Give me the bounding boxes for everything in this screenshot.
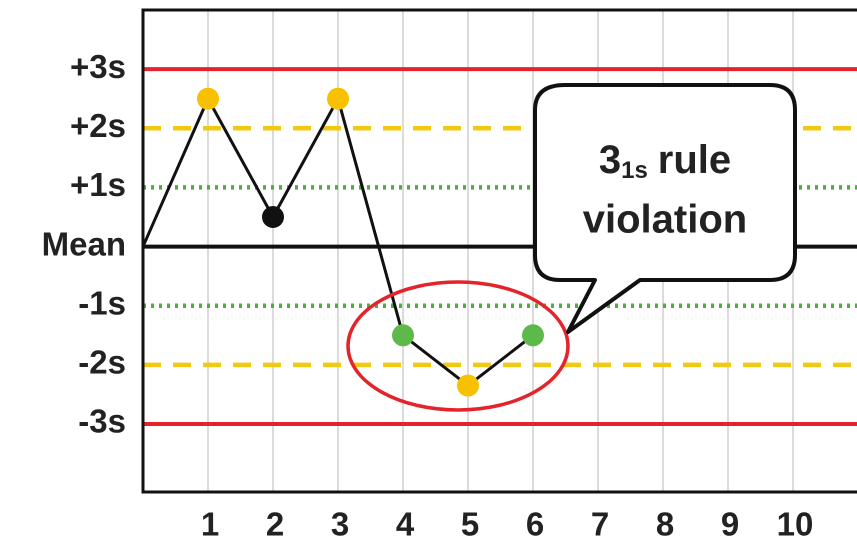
y-tick-label: +2s (70, 107, 126, 144)
data-point (327, 87, 349, 110)
y-tick-label: -1s (78, 284, 126, 321)
x-tick-label: 8 (656, 506, 674, 543)
x-tick-label: 3 (331, 506, 349, 543)
data-point (392, 324, 414, 347)
callout-subscript: 1s (621, 157, 648, 184)
plot-frame (141, 8, 857, 494)
tick-labels: 1 2 3 4 5 6 7 8 9 10 +3s +2s +1s Mean -1s -2s -3s (42, 48, 814, 543)
callout-rest: rule (658, 138, 731, 182)
violation-ellipse (346, 280, 570, 412)
callout-main: 3 (599, 138, 621, 182)
y-tick-label: -2s (78, 344, 126, 381)
x-tick-label: 6 (526, 506, 544, 543)
x-tick-label: 10 (777, 506, 814, 543)
y-tick-label: -3s (78, 403, 126, 440)
x-tick-label: 4 (396, 506, 415, 543)
callout-line2: violation (583, 198, 747, 242)
data-point (522, 324, 544, 347)
data-point (197, 87, 219, 110)
x-tick-label: 5 (461, 506, 479, 543)
y-tick-label: +1s (70, 166, 126, 203)
series (141, 87, 544, 397)
data-point (262, 205, 284, 228)
callout-bubble (533, 83, 797, 334)
callout-line1: 31s rule (599, 138, 731, 185)
x-tick-label: 2 (266, 506, 284, 543)
data-point (457, 374, 479, 397)
y-tick-label: Mean (42, 225, 126, 262)
x-tick-label: 9 (721, 506, 739, 543)
x-tick-label: 1 (201, 506, 219, 543)
x-tick-label: 7 (591, 506, 609, 543)
y-tick-label: +3s (70, 48, 126, 85)
